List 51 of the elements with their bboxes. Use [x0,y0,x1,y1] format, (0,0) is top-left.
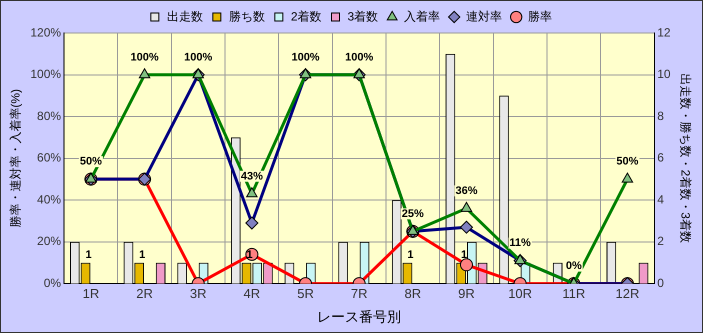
legend-label: 勝ち数 [228,9,265,24]
y2-tick-label: 10 [657,67,671,82]
y2-tick-label: 4 [657,192,664,206]
y-axis-title: 勝率・連対率・入着率(%) [8,88,23,228]
data-label: 1 [85,249,92,262]
y2-axis-title: 出走数・勝ち数・2着数・3着数 [678,74,692,243]
data-label: 1 [139,249,146,262]
legend-label: 連対率 [466,9,502,24]
x-tick-label: 11R [562,286,586,301]
legend-label: 入着率 [404,9,440,24]
data-label: 50% [80,156,102,168]
y2-tick-label: 2 [657,234,664,248]
y-tick-label: 40% [37,192,62,206]
x-tick-label: 8R [404,286,422,301]
x-tick-label: 5R [297,286,314,301]
data-label: 50% [616,156,639,168]
data-label: 1 [246,249,253,262]
legend-label: 2着数 [290,9,322,24]
x-tick-label: 2R [136,286,153,301]
data-label: 36% [455,184,478,197]
y2-tick-label: 12 [657,25,671,40]
data-label: 1 [461,249,468,262]
y-tick-label: 20% [37,234,62,248]
y2-tick-label: 0 [657,276,664,290]
x-tick-label: 3R [190,286,207,301]
x-axis-title: レース番号別 [317,308,402,324]
y2-tick-label: 8 [657,108,664,123]
data-label: 25% [402,208,424,220]
x-tick-label: 7R [350,286,368,301]
x-tick-label: 4R [244,286,260,301]
y-tick-label: 0% [44,276,62,290]
legend-label: 勝率 [528,9,552,24]
x-tick-label: 1R [82,286,100,301]
data-label: 100% [345,51,374,64]
y2-tick-label: 6 [657,150,664,165]
data-label: 1 [407,249,414,262]
y-tick-label: 120% [30,25,62,40]
x-tick-label: 9R [458,286,475,301]
y-tick-label: 60% [37,150,62,165]
x-tick-label: 10R [508,286,532,301]
data-label: 0% [566,260,582,272]
y-tick-label: 100% [30,67,62,82]
y-tick-label: 80% [37,108,62,123]
data-label: 11% [509,237,532,250]
data-label: 43% [240,170,264,182]
data-label: 100% [184,51,212,64]
x-tick-label: 12R [615,286,640,301]
legend-label: 出走数 [166,9,203,24]
data-label: 100% [291,51,320,64]
legend-label: 3着数 [348,9,378,24]
data-label: 100% [130,51,159,64]
